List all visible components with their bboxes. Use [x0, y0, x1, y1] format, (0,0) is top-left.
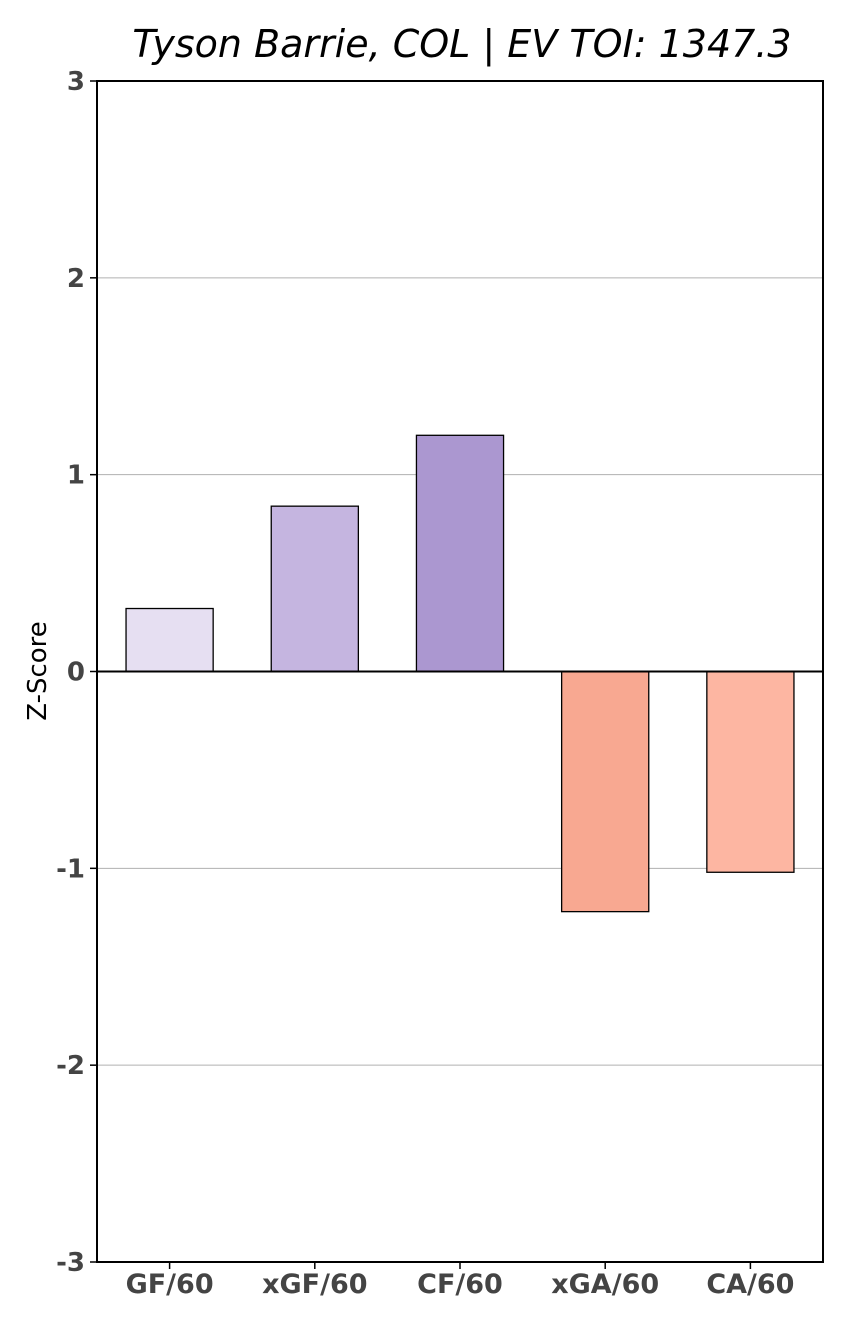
y-tick-label-5: -2 [56, 1051, 85, 1081]
x-tick-label-4: CA/60 [706, 1269, 794, 1300]
bar-1 [270, 505, 360, 673]
bar-2 [415, 434, 505, 673]
chart-title: Tyson Barrie, COL | EV TOI: 1347.3 [132, 22, 791, 67]
y-tick-label-3: 0 [67, 658, 85, 688]
x-tick-label-1: xGF/60 [262, 1269, 367, 1300]
x-tick-label-3: xGA/60 [551, 1269, 659, 1300]
y-axis-label: Z-Score [23, 621, 53, 721]
bars [125, 434, 795, 913]
y-tick-label-2: 1 [67, 461, 85, 491]
y-tick-label-6: -3 [56, 1248, 85, 1278]
y-tick-label-0: 3 [67, 67, 85, 97]
x-tick-label-2: CF/60 [417, 1269, 503, 1300]
y-axis-ticks: 3 2 1 0 -1 -2 -3 [56, 67, 97, 1278]
bar-0 [125, 607, 214, 673]
grid-lines [97, 277, 823, 1066]
x-axis-ticks: GF/60 xGF/60 CF/60 xGA/60 CA/60 [126, 1262, 794, 1300]
y-tick-label-4: -1 [56, 854, 85, 884]
x-tick-label-0: GF/60 [126, 1269, 214, 1300]
bar-3 [560, 670, 650, 913]
bar-4 [706, 670, 795, 873]
y-tick-label-1: 2 [67, 264, 85, 294]
